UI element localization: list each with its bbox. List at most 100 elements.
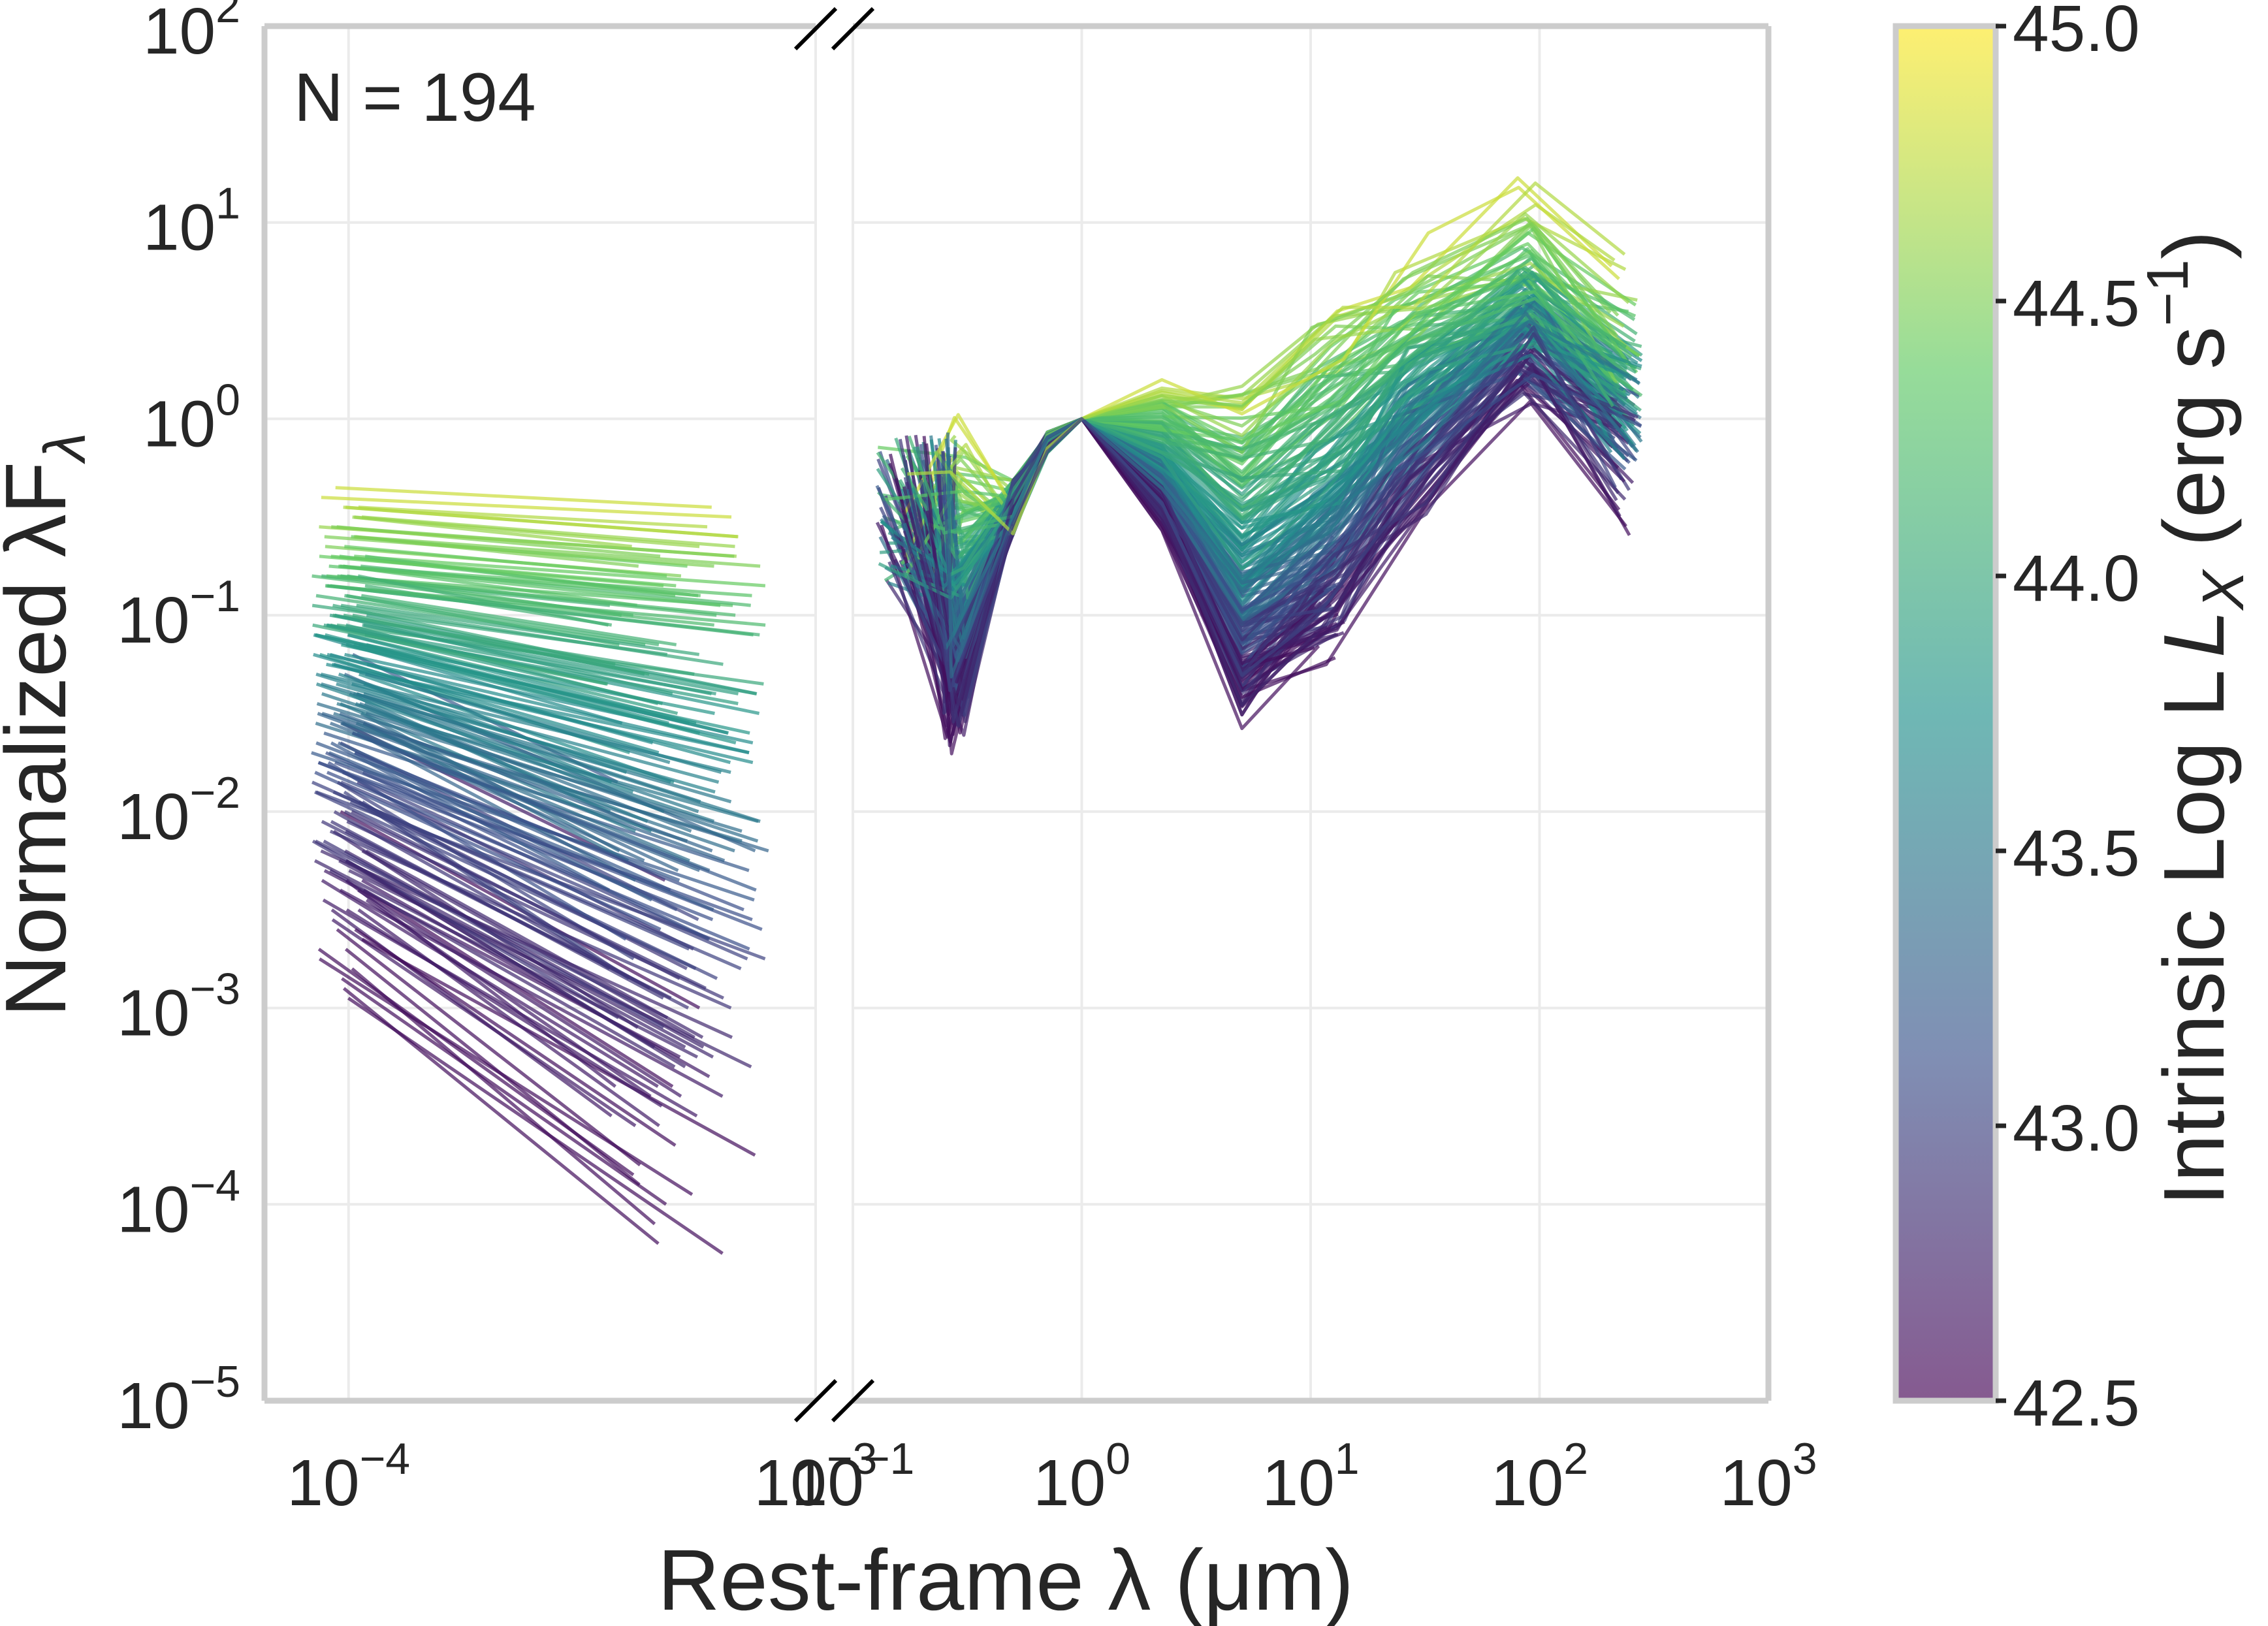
x-tick-exp: −1 xyxy=(864,1434,915,1484)
y-tick-label: 10−4 xyxy=(117,1160,240,1246)
xray-sed-line xyxy=(355,702,648,823)
y-tick-label: 10−3 xyxy=(117,964,240,1050)
xray-sed-line xyxy=(344,545,667,578)
xray-sed-line xyxy=(358,505,708,529)
xray-sed-line xyxy=(362,888,674,1089)
xray-sed-line xyxy=(332,790,742,970)
x-tick-base: 10 xyxy=(754,1446,827,1520)
colorbar-label-close: ) xyxy=(2146,231,2242,259)
colorbar-frame xyxy=(1893,23,1999,1404)
y-tick-base: 10 xyxy=(117,780,189,853)
xray-sed-line xyxy=(314,790,697,970)
optical-ir-sed-line xyxy=(882,290,1614,502)
xray-sed-line xyxy=(354,554,766,588)
y-tick-exp: 2 xyxy=(216,0,240,32)
x-tick-exp: 2 xyxy=(1563,1434,1588,1484)
x-axis-ticks: 10−4 10−310−1 100 101 102 103 xyxy=(287,1434,1817,1520)
xray-sed-line xyxy=(353,751,653,902)
x-tick-exp: −4 xyxy=(360,1434,411,1484)
y-tick-base: 10 xyxy=(117,1173,189,1246)
xray-sed-line xyxy=(333,810,651,990)
x-tick-label: 10−3 xyxy=(754,1434,878,1520)
xray-sed-line xyxy=(357,908,660,1128)
xray-sed-line xyxy=(356,731,637,882)
x-tick-exp: −3 xyxy=(827,1434,878,1484)
xray-sed-line xyxy=(361,515,735,549)
xray-sed-line xyxy=(317,761,753,921)
xray-sed-line xyxy=(357,574,609,627)
xray-sed-line xyxy=(321,496,732,519)
xray-sed-line xyxy=(357,888,682,1098)
xray-sed-line xyxy=(334,613,673,695)
y-tick-label: 100 xyxy=(143,375,240,460)
x-tick-base: 10 xyxy=(1719,1446,1792,1520)
axis-break-top xyxy=(793,7,875,51)
colorbar-tick-label: 43.0 xyxy=(2013,1092,2140,1165)
xray-sed-line xyxy=(343,505,738,539)
xray-sed-line xyxy=(345,859,656,1049)
x-tick-base: 10 xyxy=(287,1446,359,1520)
xray-sed-line xyxy=(365,849,704,1039)
xray-sed-line xyxy=(321,820,672,1000)
y-tick-label: 10−5 xyxy=(117,1357,240,1443)
xray-sed-line xyxy=(340,722,645,863)
y-tick-exp: −1 xyxy=(189,571,240,621)
xray-sed-line xyxy=(355,722,690,863)
xray-sed-line xyxy=(315,682,634,794)
y-tick-label: 10−2 xyxy=(117,768,240,853)
xray-sed-line xyxy=(363,623,739,695)
x-tick-label: 10−4 xyxy=(287,1434,410,1520)
colorbar-label-subscript: X xyxy=(2191,569,2256,611)
xray-sed-line xyxy=(316,702,743,833)
xray-sed-line xyxy=(363,692,701,804)
xray-sed-line xyxy=(319,554,664,588)
y-tick-label: 101 xyxy=(143,179,240,264)
xray-sed-line xyxy=(320,849,733,1039)
colorbar-label-base: Intrinsic Log L xyxy=(2146,669,2242,1206)
xray-sed-line xyxy=(323,839,665,1029)
xray-sed-line xyxy=(356,603,700,656)
sample-size-annotation: N = 194 xyxy=(294,59,536,136)
xray-sed-line xyxy=(365,672,722,774)
xray-sed-line xyxy=(347,996,724,1255)
xray-sed-line xyxy=(354,751,744,912)
optical-ir-sed-line xyxy=(907,181,1626,535)
y-tick-exp: −3 xyxy=(189,964,240,1014)
y-tick-base: 10 xyxy=(143,191,216,264)
optical-ir-sed-line xyxy=(902,185,1620,515)
colorbar-tick-label: 44.0 xyxy=(2013,542,2140,615)
xray-sed-line xyxy=(314,771,662,931)
xray-sed-line xyxy=(331,662,754,765)
optical-ir-sed-line xyxy=(878,342,1627,600)
y-tick-base: 10 xyxy=(143,0,216,68)
colorbar-label-units: (erg s xyxy=(2146,327,2242,571)
xray-sed-line xyxy=(328,564,701,598)
optical-ir-sed-line xyxy=(946,311,1634,678)
y-tick-base: 10 xyxy=(143,387,216,460)
xray-sed-line xyxy=(351,682,720,784)
colorbar-label: Intrinsic Log L LX (erg s−1) xyxy=(2135,231,2256,1206)
xray-sed-line xyxy=(315,594,646,646)
xray-sed-line xyxy=(325,633,669,725)
xray-sed-line xyxy=(361,938,756,1157)
y-tick-exp: −5 xyxy=(189,1357,240,1407)
xray-sed-line xyxy=(345,879,616,1088)
y-tick-label: 102 xyxy=(143,0,240,68)
optical-ir-sed-line xyxy=(902,359,1612,707)
xray-sed-line xyxy=(315,673,671,784)
xray-sed-line xyxy=(341,977,667,1206)
xray-sed-line xyxy=(361,800,630,980)
xray-sed-line xyxy=(325,584,766,627)
xray-sed-line xyxy=(351,810,680,980)
xray-sed-line xyxy=(331,525,735,558)
y-axis-label: Normalized λFλ xyxy=(0,432,98,1017)
x-axis-label: Rest-frame λ (μm) xyxy=(658,1532,1354,1626)
xray-sed-line xyxy=(326,584,760,637)
xray-sed-line xyxy=(353,535,761,568)
y-tick-base: 10 xyxy=(117,584,189,657)
colorbar xyxy=(1896,26,1996,1401)
y-axis-label-subscript: λ xyxy=(33,432,98,464)
optical-ir-sed-line xyxy=(902,227,1630,579)
y-tick-exp: 1 xyxy=(216,179,240,229)
